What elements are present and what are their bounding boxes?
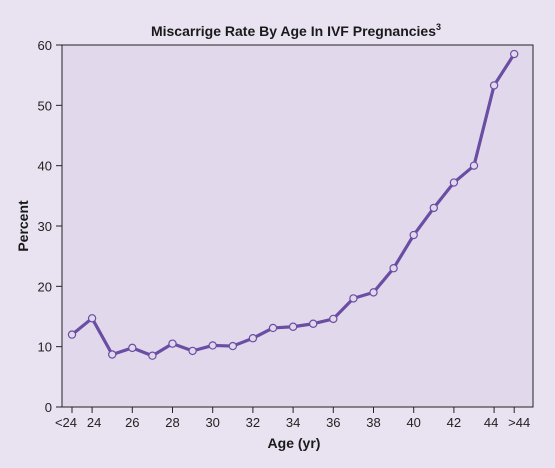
y-tick-label: 30: [38, 219, 52, 234]
data-point: [188, 346, 197, 356]
x-tick-label: 28: [165, 415, 179, 430]
data-point: [208, 341, 217, 350]
chart-title: Miscarrige Rate By Age In IVF Pregnancie…: [151, 22, 441, 39]
x-tick-label: 30: [205, 415, 219, 430]
data-point: [67, 330, 77, 339]
y-tick-label: 40: [38, 159, 52, 174]
y-tick-label: 20: [38, 279, 52, 294]
y-tick-label: 50: [38, 98, 52, 113]
title-superscript: 3: [436, 22, 441, 32]
x-tick-label: 24: [87, 415, 101, 430]
data-point: [329, 314, 338, 324]
data-point: [429, 203, 438, 213]
data-point: [107, 350, 117, 359]
x-tick-label: <24: [55, 415, 77, 430]
data-point: [248, 334, 258, 343]
data-point: [449, 178, 459, 187]
data-point: [369, 288, 378, 297]
plot-area: [61, 44, 534, 408]
data-point: [228, 341, 237, 351]
y-axis-label: Percent: [15, 200, 31, 252]
y-axis: 0 10 20 30 40 50 60: [38, 38, 62, 415]
data-point: [148, 351, 157, 360]
x-tick-label: 42: [447, 415, 461, 430]
x-tick-label: 34: [286, 415, 300, 430]
y-tick-label: 60: [38, 38, 52, 53]
data-point: [309, 319, 318, 328]
data-point: [409, 230, 418, 240]
data-point: [288, 322, 298, 331]
x-tick-label: 26: [125, 415, 139, 430]
data-point: [389, 264, 398, 273]
data-point: [168, 339, 177, 348]
series-group: [67, 49, 519, 360]
x-tick-label: 36: [326, 415, 340, 430]
y-tick-label: 0: [45, 400, 52, 415]
x-tick-label: >44: [508, 415, 530, 430]
data-point: [268, 323, 278, 333]
x-axis-label: Age (yr): [268, 435, 321, 451]
data-point: [87, 314, 97, 323]
x-tick-label: 40: [406, 415, 420, 430]
y-tick-label: 10: [38, 340, 52, 355]
chart-title-text: Miscarrige Rate By Age In IVF Pregnancie…: [151, 23, 436, 39]
x-tick-label: 44: [484, 415, 498, 430]
x-axis: <24 24 26 28 30 32 34 36 38 40 42 44 >44: [55, 407, 530, 430]
data-point: [128, 343, 137, 353]
data-point: [469, 161, 479, 170]
x-tick-label: 32: [246, 415, 260, 430]
data-point: [349, 294, 358, 303]
data-point: [510, 49, 519, 59]
x-tick-label: 38: [366, 415, 380, 430]
data-point: [489, 81, 499, 90]
